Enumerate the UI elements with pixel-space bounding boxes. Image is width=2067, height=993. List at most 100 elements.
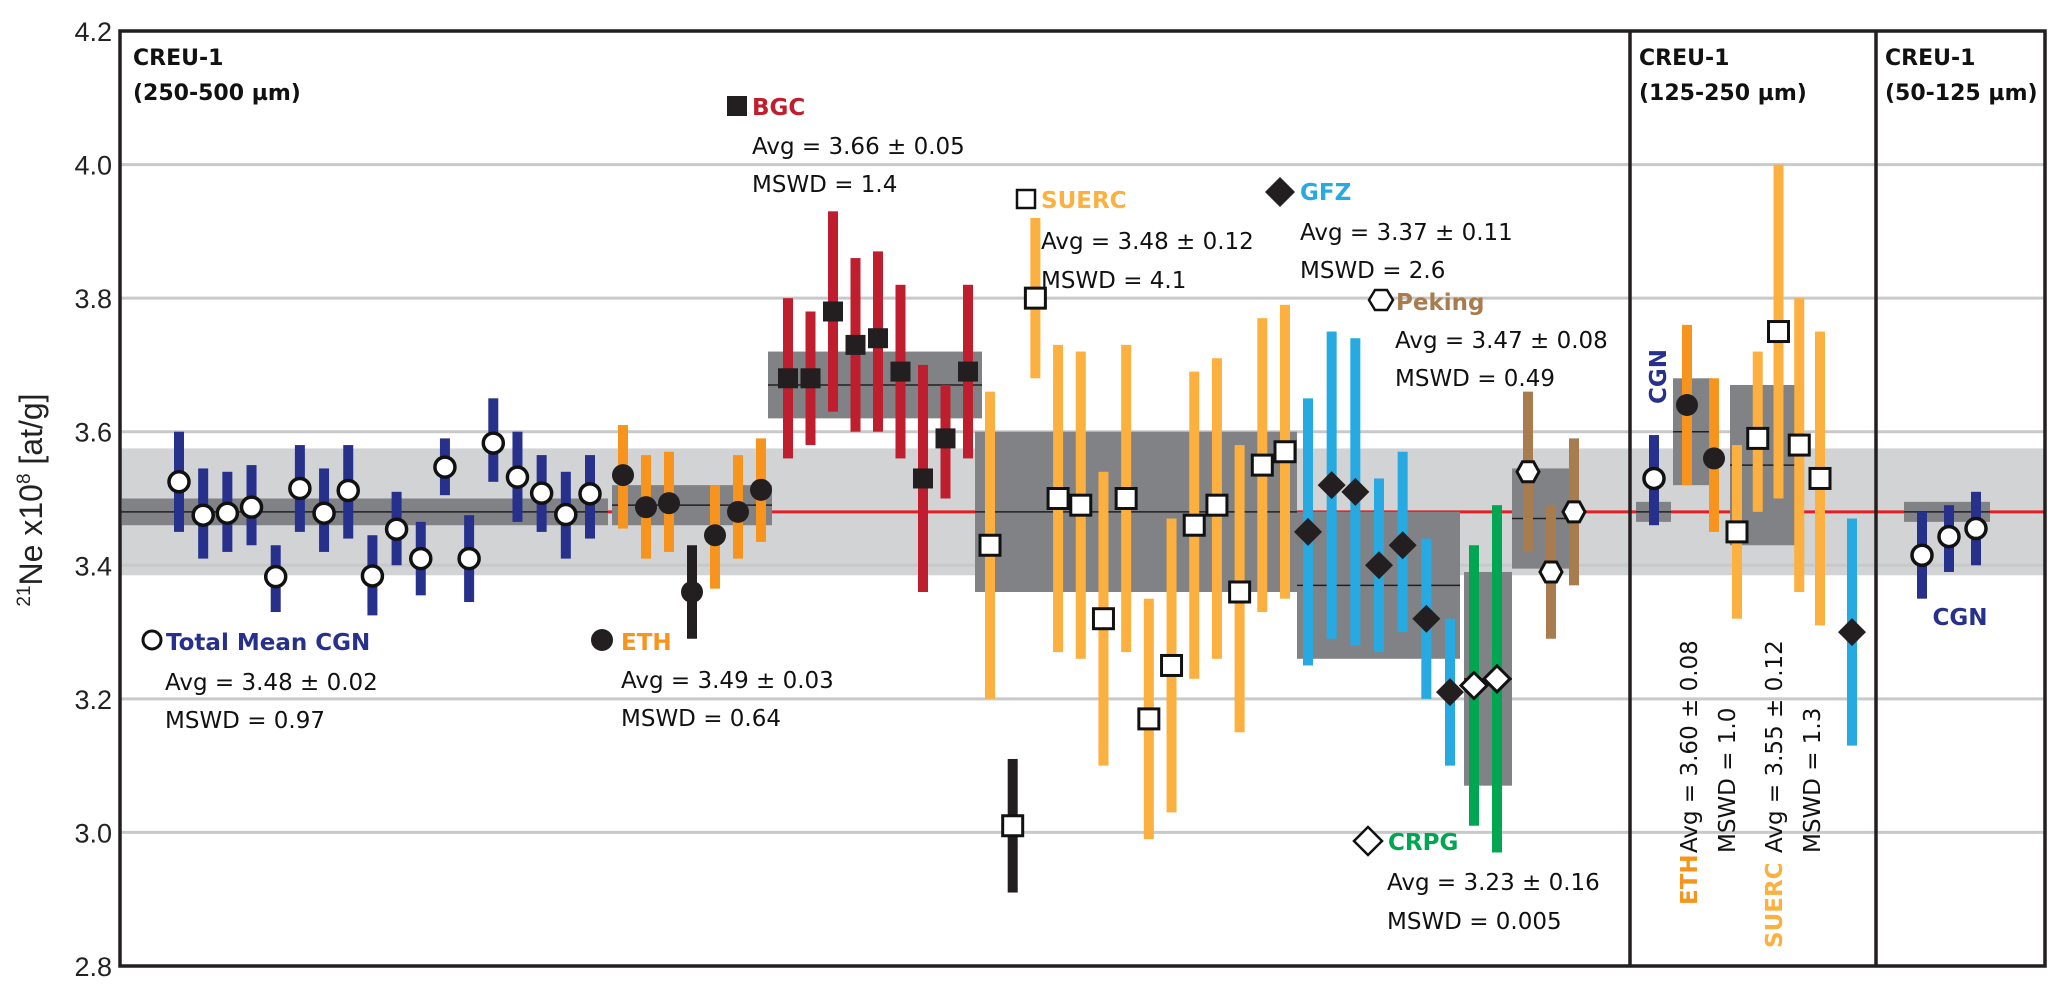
legend-suerc-mswd: MSWD = 4.1 — [1041, 268, 1186, 294]
data-point-cgn — [312, 501, 336, 525]
frame-layer — [118, 29, 2047, 968]
legend-cgn-marker — [141, 629, 163, 651]
panel-3-title-line1: CREU-1 — [1885, 46, 1975, 71]
data-point-gfz — [1412, 604, 1441, 633]
legend-eth-avg: Avg = 3.49 ± 0.03 — [621, 668, 834, 694]
y-tick-label: 3.6 — [74, 418, 112, 448]
data-point-cgn — [578, 482, 602, 506]
data-point-suerc — [1767, 320, 1790, 344]
data-point-crpg — [1481, 663, 1513, 694]
data-point-bgc — [935, 428, 956, 449]
panel2-eth-name: ETH — [1677, 854, 1703, 905]
data-point-suerc — [1787, 433, 1811, 457]
data-point-cgn — [336, 478, 360, 503]
legend-suerc-avg: Avg = 3.48 ± 0.12 — [1041, 229, 1254, 255]
legend-gfz-mswd: MSWD = 2.6 — [1300, 258, 1445, 284]
data-point-gfz — [1341, 477, 1370, 506]
legend-cgn-avg: Avg = 3.48 ± 0.02 — [165, 670, 378, 696]
data-point-cgn — [239, 495, 264, 519]
data-point-cgn — [409, 546, 433, 571]
data-point-suerc — [1182, 513, 1206, 537]
data-point-suerc — [1069, 493, 1093, 517]
data-point-gfz — [1436, 678, 1464, 707]
data-point-crpg — [1458, 670, 1490, 701]
data-point-suerc — [1160, 653, 1184, 677]
y-tick-label: 3.0 — [74, 818, 112, 848]
legend-crpg-avg: Avg = 3.23 ± 0.16 — [1387, 870, 1600, 896]
legend-gfz-name: GFZ — [1300, 180, 1351, 206]
data-point-gfz — [1365, 551, 1393, 580]
data-point-eth — [727, 500, 749, 523]
data-point-eth — [704, 524, 726, 547]
legend-cgn-name: Total Mean CGN — [166, 630, 370, 656]
legend-gfz-marker — [1265, 177, 1295, 207]
legend-eth-marker — [591, 629, 613, 651]
data-point-cgn — [1964, 516, 1988, 541]
data-point-cgn — [215, 501, 240, 525]
legend-peking-avg: Avg = 3.47 ± 0.08 — [1395, 328, 1608, 354]
data-point-cgn — [554, 502, 578, 527]
legend-crpg-mswd: MSWD = 0.005 — [1387, 909, 1562, 935]
data-point-gfz — [1838, 618, 1866, 647]
y-label-superscript: 21 — [14, 585, 35, 606]
data-point-suerc — [1725, 520, 1749, 544]
data-point-cgn — [360, 564, 385, 588]
panel-1-title-line1: CREU-1 — [133, 46, 223, 71]
y-ticks-layer: 2.8 3.0 3.2 3.4 3.6 3.8 4.0 4.2 — [74, 17, 112, 982]
legend-bgc-marker — [727, 96, 747, 116]
data-point-suerc — [1001, 814, 1025, 838]
data-point-bgc — [778, 368, 798, 389]
data-point-cgn — [1937, 524, 1961, 549]
legend-bgc-mswd: MSWD = 1.4 — [752, 172, 897, 198]
data-point-eth — [1703, 447, 1725, 470]
y-tick-label: 4.2 — [74, 17, 112, 47]
panel-3-title-line2: (50-125 µm) — [1885, 81, 2038, 106]
data-point-cgn — [167, 470, 191, 494]
data-point-gfz — [1317, 471, 1346, 500]
y-label-unit: [at/g] — [13, 393, 49, 473]
y-tick-label: 3.4 — [74, 551, 112, 581]
data-point-eth — [681, 581, 703, 603]
legend-suerc-marker — [1015, 188, 1037, 210]
plot-frame — [118, 29, 2047, 968]
data-point-cgn — [433, 455, 457, 479]
legend-eth-name: ETH — [621, 630, 672, 656]
y-label-exponent: 8 — [14, 473, 35, 484]
panel2-eth-mswd: MSWD = 1.0 — [1715, 708, 1741, 853]
panel-2-title-line2: (125-250 µm) — [1639, 81, 1807, 106]
panel3-cgn-label: CGN — [1932, 605, 1987, 631]
data-point-cgn — [481, 431, 506, 455]
legend-suerc-name: SUERC — [1041, 188, 1127, 214]
data-point-cgn — [263, 564, 288, 589]
data-point-cgn — [191, 503, 215, 527]
data-point-gfz — [1388, 531, 1417, 560]
panel2-cgn-label: CGN — [1646, 349, 1672, 404]
y-axis-label: 21Ne x108 [at/g] — [13, 393, 49, 606]
data-point-bgc — [913, 468, 933, 489]
data-point-suerc — [1091, 607, 1115, 631]
data-point-cgn — [288, 476, 312, 501]
legend-peking-mswd: MSWD = 0.49 — [1395, 366, 1555, 392]
data-point-bgc — [958, 361, 978, 382]
data-point-eth — [750, 478, 772, 501]
panel2-eth-avg: Avg = 3.60 ± 0.08 — [1677, 640, 1703, 853]
legend-cgn-mswd: MSWD = 0.97 — [165, 708, 325, 734]
data-point-cgn — [1642, 466, 1666, 491]
data-point-suerc — [1046, 487, 1070, 510]
data-point-peking — [1538, 560, 1564, 584]
data-point-peking — [1515, 460, 1541, 484]
y-label-main: Ne x10 — [13, 484, 49, 585]
legend-eth-mswd: MSWD = 0.64 — [621, 706, 781, 732]
data-point-suerc — [1205, 493, 1229, 517]
data-point-cgn — [384, 517, 409, 541]
legend-crpg-marker — [1352, 825, 1384, 857]
data-point-eth — [612, 464, 634, 487]
data-point-suerc — [1137, 707, 1161, 731]
data-point-cgn — [457, 546, 481, 571]
y-tick-label: 3.8 — [74, 284, 112, 314]
data-point-bgc — [868, 328, 888, 349]
panel2-eth-stats: ETH Avg = 3.60 ± 0.08 MSWD = 1.0 — [1677, 640, 1741, 905]
data-point-suerc — [1746, 426, 1770, 450]
y-tick-label: 3.2 — [74, 685, 112, 715]
